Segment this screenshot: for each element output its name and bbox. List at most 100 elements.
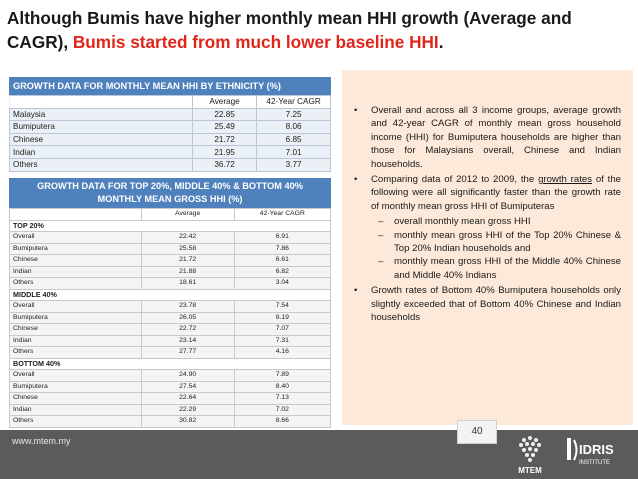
table-column-header-row: Average 42-Year CAGR [9,95,331,109]
footer-url: www.mtem.my [12,436,71,446]
page-number: 40 [457,420,497,444]
commentary-list: Overall and across all 3 income groups, … [352,104,621,325]
cell-average: 23.14 [140,334,235,347]
table-row: Chinese 22.64 7.13 [9,392,332,405]
sub-bullet-point: overall monthly mean gross HHI [352,215,621,229]
section-label: MIDDLE 40% [9,288,331,301]
ethnicity-table-grid: Average 42-Year CAGR Malaysia 22.85 7.25… [9,95,331,172]
row-label: Overall [9,231,142,244]
cell-cagr: 7.01 [256,145,331,159]
row-label: Indian [9,334,142,347]
ethnicity-table-header: GROWTH DATA FOR MONTHLY MEAN HHI BY ETHN… [9,77,331,95]
column-header-average: Average [191,95,258,109]
row-label: Bumiputera [9,120,193,134]
section-row-bottom-40: BOTTOM 40% [9,357,331,370]
cell-cagr: 3.77 [256,157,331,172]
ethnicity-growth-table: GROWTH DATA FOR MONTHLY MEAN HHI BY ETHN… [9,77,331,172]
cell-average: 25.49 [191,120,258,134]
table-row: Others 30.82 8.66 [9,415,332,428]
cell-average: 22.72 [140,323,235,336]
cell-cagr: 8.66 [233,415,332,428]
table-row: Chinese 21.72 6.85 [9,132,331,147]
cell-average: 22.85 [191,107,258,122]
cell-cagr: 8.19 [233,311,332,324]
sub-bullet-point: monthly mean gross HHI of the Middle 40%… [352,255,621,282]
cell-cagr: 7.86 [233,242,332,255]
cell-cagr: 6.61 [233,254,332,267]
title-part-3: . [438,32,444,52]
cell-average: 21.95 [191,145,258,159]
cell-cagr: 6.91 [233,231,332,244]
table-row: Indian 23.14 7.31 [9,334,332,347]
cell-average: 25.58 [140,242,235,255]
income-group-table-header: GROWTH DATA FOR TOP 20%, MIDDLE 40% & BO… [9,178,331,208]
cell-cagr: 6.82 [233,265,332,278]
bullet-text: Comparing data of 2012 to 2009, the [371,174,539,186]
table-row: Indian 21.95 7.01 [9,145,331,159]
cell-average: 27.54 [140,380,235,393]
cell-cagr: 4.16 [233,346,332,359]
cell-average: 30.82 [140,415,235,428]
cell-cagr: 8.40 [233,380,332,393]
table-row: Others 18.61 3.04 [9,277,332,290]
slide-title: Although Bumis have higher monthly mean … [7,6,633,54]
cell-cagr: 7.25 [256,107,331,122]
section-row-top-20: TOP 20% [9,219,331,232]
table-row: Others 27.77 4.16 [9,346,332,359]
section-row-middle-40: MIDDLE 40% [9,288,331,301]
cell-average: 36.72 [191,157,258,172]
table-row: Overall 22.42 6.91 [9,231,332,244]
cell-cagr: 6.85 [256,132,331,147]
bullet-point: Comparing data of 2012 to 2009, the grow… [352,173,621,213]
cell-cagr: 3.04 [233,277,332,290]
section-label: TOP 20% [9,219,331,232]
row-label: Others [9,346,142,359]
cell-cagr: 7.54 [233,300,332,313]
column-header-cagr: 42-Year CAGR [233,208,332,221]
cell-average: 21.72 [191,132,258,147]
table-row: Chinese 22.72 7.07 [9,323,332,336]
table-row: Malaysia 22.85 7.25 [9,107,331,122]
cell-cagr: 8.06 [256,120,331,134]
row-label: Malaysia [9,107,193,122]
cell-cagr: 7.07 [233,323,332,336]
cell-average: 22.64 [140,392,235,405]
idris-logo-icon: IDRIS INSTITUTE [567,438,614,466]
cell-cagr: 7.02 [233,403,332,416]
table-row: Overall 23.78 7.54 [9,300,332,313]
cell-average: 22.29 [140,403,235,416]
cell-average: 27.77 [140,346,235,359]
row-label: Chinese [9,132,193,147]
row-label: Others [9,415,142,428]
table-row: Bumiputera 25.58 7.86 [9,242,332,255]
table-row: Overall 24.90 7.89 [9,369,332,382]
cell-average: 18.61 [140,277,235,290]
row-label: Bumiputera [9,311,142,324]
header-line-1: GROWTH DATA FOR TOP 20%, MIDDLE 40% & BO… [37,181,303,191]
income-group-growth-table: GROWTH DATA FOR TOP 20%, MIDDLE 40% & BO… [9,178,332,428]
table-row: Others 36.72 3.77 [9,157,331,172]
income-group-table-grid: Average 42-Year CAGR TOP 20% Overall 22.4… [9,208,332,428]
row-label: Overall [9,300,142,313]
idris-logo-subtext: INSTITUTE [579,460,610,466]
cell-average: 23.78 [140,300,235,313]
underlined-text: growth rates [538,174,593,186]
row-label: Others [9,277,142,290]
row-label: Chinese [9,323,142,336]
row-label: Indian [9,403,142,416]
row-label: Indian [9,145,193,159]
table-row: Bumiputera 25.49 8.06 [9,120,331,134]
row-label: Others [9,157,193,172]
cell-cagr: 7.13 [233,392,332,405]
cell-cagr: 7.89 [233,369,332,382]
table-row: Indian 22.29 7.02 [9,403,332,416]
row-label: Chinese [9,392,142,405]
table-row: Indian 21.88 6.82 [9,265,332,278]
table-row: Chinese 21.72 6.61 [9,254,332,267]
bullet-text: of the following were all significantly … [371,174,621,212]
cell-average: 26.05 [140,311,235,324]
row-label: Bumiputera [9,380,142,393]
table-column-header-row: Average 42-Year CAGR [9,208,332,221]
row-label: Overall [9,369,142,382]
column-header-average: Average [140,208,235,221]
